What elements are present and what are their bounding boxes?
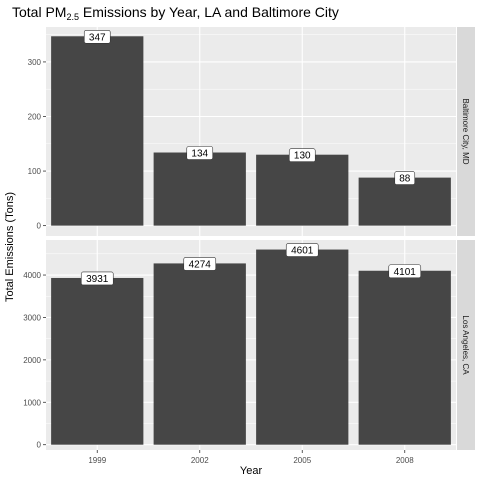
data-label-box — [80, 271, 114, 286]
bar-2008 — [358, 270, 451, 445]
chart-title: Total PM2.5 Emissions by Year, LA and Ba… — [12, 4, 339, 22]
y-tick-label: 2000 — [23, 356, 41, 365]
bar-2005 — [256, 249, 349, 445]
y-tick-label: 4000 — [23, 271, 41, 280]
data-label-2005: 130 — [288, 148, 316, 162]
data-label-box — [186, 146, 214, 160]
x-axis-title: Year — [240, 465, 263, 477]
data-label-box — [388, 264, 422, 279]
y-tick-label: 0 — [37, 441, 42, 450]
data-label-text: 4101 — [394, 267, 417, 278]
data-label-2008: 88 — [394, 171, 416, 185]
x-tick-label-2002: 2002 — [191, 456, 209, 465]
bar-2002 — [153, 263, 246, 445]
data-label-text: 134 — [191, 149, 208, 160]
y-tick-label: 3000 — [23, 313, 41, 322]
y-tick-label: 300 — [28, 58, 42, 67]
data-label-text: 3931 — [86, 274, 109, 285]
data-label-text: 130 — [294, 151, 311, 162]
facet-strip-label: Los Angeles, CA — [461, 315, 470, 375]
x-tick-label-1999: 1999 — [88, 456, 106, 465]
x-tick-label-2008: 2008 — [396, 456, 414, 465]
y-tick-label: 1000 — [23, 398, 41, 407]
data-label-1999: 347 — [83, 29, 111, 44]
facet-strip — [457, 27, 475, 236]
data-label-2005: 4601 — [285, 243, 319, 257]
facet-strip-label: Baltimore City, MD — [461, 98, 470, 164]
x-tick-label-2005: 2005 — [293, 456, 311, 465]
data-label-box — [288, 148, 316, 162]
data-label-text: 347 — [89, 32, 106, 43]
y-axis-title: Total Emissions (Tons) — [4, 192, 16, 302]
panel-1: 0 100 200 300 347 134 130 88 Baltimore City, MD — [28, 27, 475, 236]
data-label-text: 4274 — [189, 259, 212, 270]
data-label-text: 4601 — [291, 246, 314, 257]
data-label-2008: 4101 — [388, 264, 422, 279]
data-label-box — [83, 29, 111, 44]
panel-2: 0 1000 2000 3000 4000 3931 4274 4601 4101 Los Ang… — [23, 240, 475, 450]
bar-2008 — [358, 177, 451, 226]
data-label-box — [285, 243, 319, 257]
data-label-2002: 134 — [186, 146, 214, 160]
data-label-box — [394, 171, 416, 185]
facet-strip — [457, 240, 475, 450]
data-label-2002: 4274 — [183, 257, 217, 271]
bar-1999 — [51, 36, 144, 226]
y-tick-label: 100 — [28, 167, 42, 176]
bar-1999 — [51, 277, 144, 445]
y-tick-label: 0 — [37, 222, 42, 231]
data-label-1999: 3931 — [80, 271, 114, 286]
y-tick-label: 200 — [28, 112, 42, 121]
bar-2002 — [153, 152, 246, 226]
bar-2005 — [256, 154, 349, 226]
data-label-box — [183, 257, 217, 271]
data-label-text: 88 — [399, 174, 411, 185]
